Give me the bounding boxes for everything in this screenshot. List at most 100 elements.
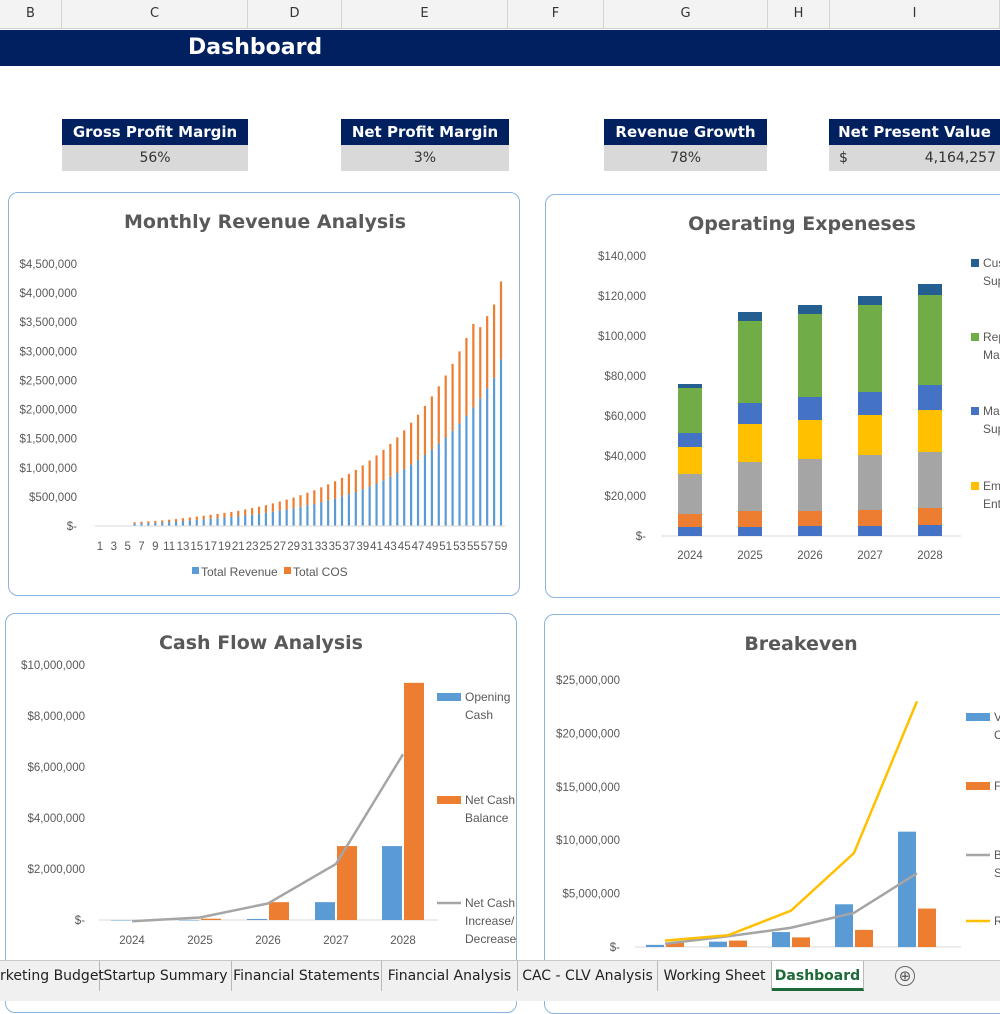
revenue-chart-panel[interactable]: Monthly Revenue Analysis $4,500,000 $4,00… — [8, 192, 520, 596]
legend-label: Decrease — [465, 932, 517, 946]
cos-bar — [465, 337, 468, 416]
legend-label: Ente — [983, 497, 1000, 511]
cos-bar — [486, 316, 489, 389]
cos-bar — [285, 499, 288, 510]
cos-bar — [368, 460, 371, 487]
y-tick-label: $500,000 — [29, 492, 77, 504]
y-tick-label: $100,000 — [598, 331, 646, 343]
legend-label-revenue: Total Revenue — [201, 565, 278, 579]
column-header-g[interactable]: G — [604, 0, 768, 28]
y-tick-label: $80,000 — [604, 371, 646, 383]
cos-bar — [389, 443, 392, 477]
revenue-bar — [458, 423, 461, 526]
cos-bar — [237, 510, 240, 517]
tab-financial-analysis[interactable]: Financial Analysis — [382, 961, 518, 991]
legend-label: Main — [983, 348, 1000, 362]
x-tick-label: 2025 — [187, 935, 213, 947]
cos-bar — [423, 406, 427, 455]
opex-bar-segment — [678, 514, 702, 527]
revenue-bar — [396, 473, 399, 526]
legend-label: Repa — [983, 330, 1000, 344]
revenue-bar — [333, 498, 337, 526]
y-tick-label: $25,000,000 — [556, 675, 620, 687]
cos-bar — [195, 516, 198, 520]
revenue-bar — [257, 513, 261, 526]
kpi-net-profit-margin[interactable]: Net Profit Margin 3% — [341, 119, 509, 171]
revenue-bar — [174, 521, 178, 526]
add-sheet-icon[interactable]: ⊕ — [895, 966, 915, 986]
tab-marketing-budget[interactable]: rketing Budget — [0, 961, 104, 991]
cos-bar — [444, 375, 447, 438]
column-header-i[interactable]: I — [830, 0, 1000, 28]
opex-bar-segment — [738, 527, 762, 536]
y-tick-label: $20,000,000 — [556, 728, 620, 740]
opex-bar-segment — [918, 295, 942, 385]
opex-chart-panel[interactable]: Operating Expeneses $140,000 $120,000 $100… — [545, 194, 1000, 598]
y-tick-label: $- — [75, 915, 85, 927]
cos-bar — [333, 481, 337, 499]
cos-bar — [437, 386, 440, 444]
x-tick-label: 33 — [315, 541, 328, 553]
kpi-revenue-growth[interactable]: Revenue Growth 78% — [604, 119, 767, 171]
revenue-bar — [244, 515, 247, 526]
column-header-d[interactable]: D — [248, 0, 342, 28]
kpi-net-present-value[interactable]: Net Present Value $ 4,164,257 — [829, 119, 1000, 171]
revenue-bar — [465, 415, 468, 526]
revenue-bar — [354, 491, 357, 526]
revenue-bar — [347, 494, 350, 526]
variable-cost-bar — [772, 932, 790, 947]
column-header-h[interactable]: H — [768, 0, 830, 28]
revenue-bar — [437, 443, 440, 526]
legend-label: Opening — [465, 690, 510, 704]
cos-bar — [278, 501, 281, 511]
revenue-bar — [368, 486, 371, 526]
legend-swatch — [437, 693, 461, 701]
cos-bar — [168, 519, 171, 523]
cos-bar — [209, 514, 212, 519]
tab-startup-summary[interactable]: Startup Summary — [100, 961, 232, 991]
legend-label: C — [994, 728, 1000, 742]
tab-cac-clv-analysis[interactable]: CAC - CLV Analysis — [518, 961, 658, 991]
opening-cash-bar — [179, 920, 199, 921]
legend-label: Cust — [983, 256, 1000, 270]
x-tick-label: 13 — [177, 541, 190, 553]
tab-financial-statements[interactable]: Financial Statements — [232, 961, 382, 991]
opex-bar-segment — [858, 455, 882, 510]
revenue-bar — [492, 377, 496, 526]
cos-bar — [327, 484, 330, 501]
opex-bar-segment — [918, 452, 942, 508]
revenue-bar — [292, 508, 295, 526]
opex-bar-segment — [738, 462, 762, 511]
opex-bar-segment — [918, 385, 942, 410]
x-tick-label: 5 — [124, 541, 130, 553]
dashboard-title-bar: Dashboard — [0, 30, 1000, 66]
column-header-f[interactable]: F — [508, 0, 604, 28]
y-tick-label: $140,000 — [598, 251, 646, 263]
tab-working-sheet[interactable]: Working Sheet — [658, 961, 772, 991]
variable-cost-bar — [709, 941, 727, 947]
revenue-bar — [486, 388, 489, 526]
cashflow-chart-panel[interactable]: Cash Flow Analysis $10,000,000 $8,000,000… — [5, 613, 517, 1013]
x-tick-label: 37 — [342, 541, 355, 553]
breakeven-chart-panel[interactable]: Breakeven $25,000,000 $20,000,000 $15,000,… — [544, 614, 1000, 1014]
cos-bar — [264, 505, 268, 513]
cos-bar — [154, 520, 157, 523]
revenue-bar — [230, 516, 233, 526]
revenue-bar — [140, 523, 143, 526]
tab-dashboard[interactable]: Dashboard — [772, 961, 864, 991]
cos-bar — [430, 396, 433, 450]
kpi-gross-profit-margin[interactable]: Gross Profit Margin 56% — [62, 119, 248, 171]
column-header-b[interactable]: B — [0, 0, 62, 28]
revenue-bar — [416, 459, 420, 526]
revenue-bar — [451, 430, 454, 526]
opex-bar-segment — [798, 305, 822, 314]
chart-title: Monthly Revenue Analysis — [124, 211, 406, 233]
x-tick-label: 9 — [152, 541, 158, 553]
cos-bar — [451, 363, 454, 431]
column-header-e[interactable]: E — [342, 0, 508, 28]
column-header-c[interactable]: C — [62, 0, 248, 28]
x-tick-label: 2024 — [119, 935, 145, 947]
revenue-bar — [299, 506, 302, 526]
net-cash-balance-bar — [201, 918, 221, 920]
revenue-bar — [202, 519, 205, 526]
